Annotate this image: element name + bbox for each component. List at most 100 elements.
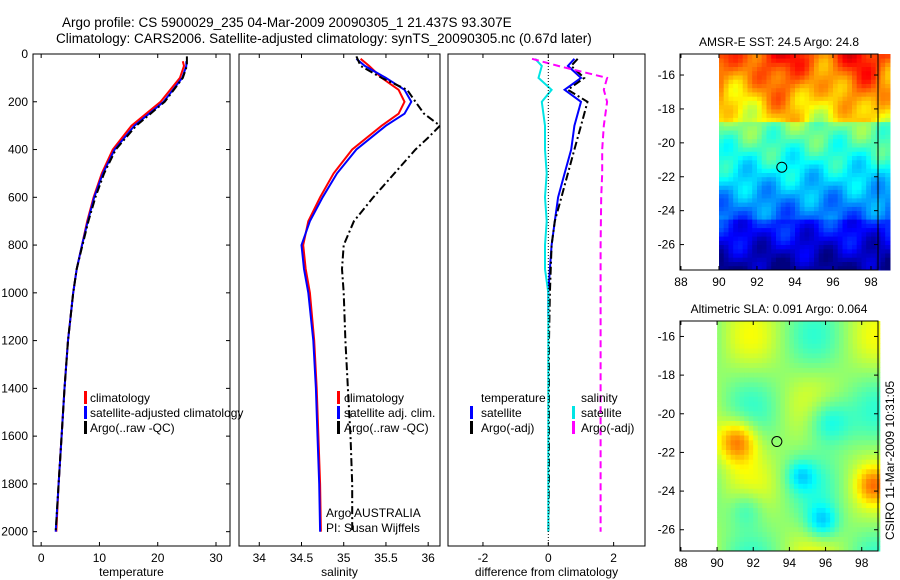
sst-cell	[719, 138, 725, 144]
sst-cell	[799, 70, 805, 76]
sla-cell	[735, 401, 741, 407]
sst-cell	[747, 54, 753, 59]
sla-cell	[757, 410, 763, 417]
sla-cell	[757, 541, 763, 547]
sla-cell	[766, 488, 772, 494]
sst-cell	[861, 108, 867, 114]
y-tick-label: -16	[658, 329, 676, 343]
sst-cell	[752, 125, 758, 131]
sla-cell	[834, 468, 840, 475]
sla-cell	[744, 522, 750, 528]
sla-cell	[866, 507, 872, 513]
sst-cell	[733, 193, 739, 199]
sst-cell	[757, 83, 763, 89]
sst-cell	[842, 134, 848, 140]
sla-cell	[870, 338, 876, 344]
sst-cell	[799, 265, 805, 271]
sst-cell	[790, 176, 796, 182]
sst-cell	[742, 87, 748, 93]
sla-cell	[793, 464, 799, 470]
sla-cell	[762, 512, 768, 518]
sst-cell	[728, 244, 734, 250]
sst-cell	[790, 75, 796, 80]
sla-cell	[753, 439, 759, 446]
sst-cell	[885, 193, 891, 199]
sla-cell	[861, 352, 867, 359]
sla-cell	[843, 444, 849, 450]
sla-cell	[780, 536, 786, 542]
sst-cell	[780, 117, 786, 123]
sla-cell	[748, 488, 754, 494]
sla-cell	[748, 396, 754, 402]
sst-cell	[757, 223, 763, 229]
sst-cell	[818, 189, 824, 195]
sst-cell	[871, 240, 877, 245]
sla-cell	[834, 536, 840, 542]
sst-cell	[761, 62, 767, 67]
sst-cell	[842, 257, 848, 262]
sla-cell	[766, 522, 772, 528]
sla-cell	[830, 459, 836, 465]
sst-cell	[795, 147, 801, 152]
sla-cell	[852, 362, 858, 368]
sst-cell	[809, 244, 815, 250]
sla-cell	[857, 410, 863, 417]
sst-cell	[719, 113, 725, 118]
sla-cell	[798, 323, 804, 330]
sst-cell	[842, 83, 848, 89]
sla-cell	[721, 323, 727, 330]
sst-cell	[728, 231, 734, 237]
sla-cell	[834, 459, 840, 465]
sst-cell	[790, 155, 796, 161]
sla-cell	[784, 391, 790, 397]
sst-cell	[818, 54, 824, 59]
sla-cell	[784, 517, 790, 523]
sla-cell	[793, 493, 799, 499]
sst-cell	[833, 134, 839, 140]
sla-cell	[748, 386, 754, 392]
sla-cell	[839, 493, 845, 499]
sla-cell	[852, 522, 858, 528]
sst-cell	[742, 223, 748, 229]
sla-cell	[753, 517, 759, 523]
sst-cell	[761, 54, 767, 59]
sst-cell	[871, 155, 877, 161]
sst-cell	[809, 79, 815, 84]
sst-cell	[814, 206, 820, 212]
sst-cell	[771, 248, 777, 254]
sst-cell	[780, 231, 786, 237]
sla-cell	[726, 328, 732, 334]
sla-cell	[821, 507, 826, 513]
sst-cell	[733, 79, 739, 84]
sst-cell	[742, 138, 748, 144]
sla-cell	[757, 425, 763, 431]
sst-cell	[866, 70, 872, 76]
sla-cell	[771, 507, 777, 513]
sst-cell	[871, 83, 877, 89]
sla-cell	[861, 372, 867, 378]
sla-cell	[866, 536, 872, 542]
sst-cell	[719, 210, 725, 216]
sst-cell	[804, 214, 810, 220]
sla-cell	[757, 386, 763, 392]
sla-cell	[798, 391, 804, 397]
sla-cell	[834, 420, 840, 426]
sst-cell	[866, 134, 872, 140]
sla-cell	[870, 357, 876, 363]
sst-cell	[785, 83, 791, 89]
sst-cell	[809, 83, 815, 89]
sla-cell	[739, 372, 745, 378]
sst-cell	[885, 134, 891, 140]
sla-cell	[757, 321, 763, 325]
y-tick-label: -26	[658, 238, 676, 252]
sla-cell	[784, 323, 790, 330]
sst-cell	[761, 121, 767, 127]
sst-cell	[757, 104, 763, 110]
sla-cell	[717, 459, 723, 465]
sst-cell	[723, 265, 729, 271]
sla-cell	[852, 517, 858, 523]
sla-cell	[771, 425, 777, 431]
sst-cell	[823, 155, 829, 161]
sla-cell	[744, 478, 750, 484]
sst-cell	[795, 87, 801, 93]
